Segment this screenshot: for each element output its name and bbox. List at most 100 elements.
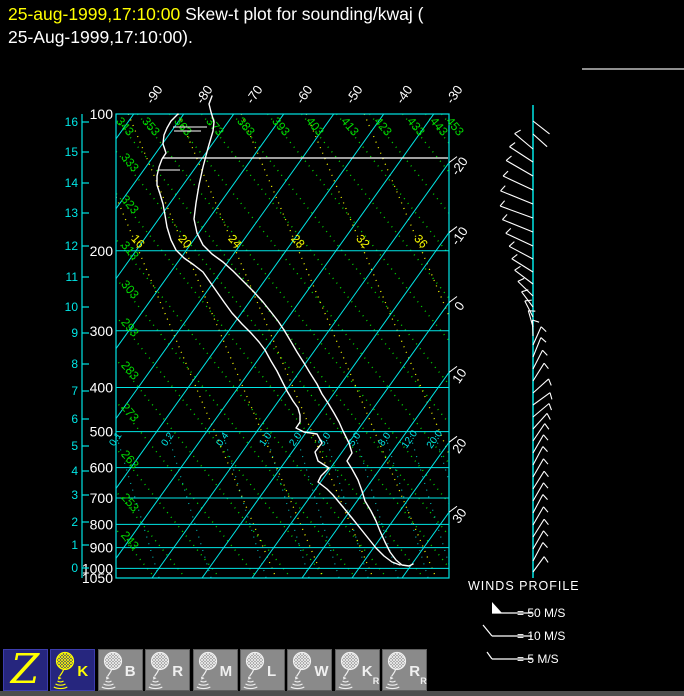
svg-text:-40: -40 bbox=[393, 82, 416, 106]
svg-text:4: 4 bbox=[71, 464, 78, 478]
svg-text:1000: 1000 bbox=[82, 560, 113, 576]
svg-text:400: 400 bbox=[90, 380, 114, 396]
svg-text:20: 20 bbox=[449, 436, 470, 456]
balloon-icon bbox=[290, 651, 312, 690]
legend-barb-10ms bbox=[482, 624, 493, 637]
svg-text:300: 300 bbox=[90, 323, 114, 339]
svg-text:3: 3 bbox=[71, 488, 78, 502]
svg-text:283: 283 bbox=[118, 358, 142, 383]
dry-adiabat-lines bbox=[116, 114, 449, 578]
isobar-lines bbox=[116, 250, 449, 569]
svg-text:0.2: 0.2 bbox=[159, 430, 176, 448]
svg-text:20: 20 bbox=[175, 232, 195, 252]
svg-text:2: 2 bbox=[71, 515, 78, 529]
toolbar-button-sublabel: R bbox=[420, 676, 427, 686]
svg-text:5.0: 5.0 bbox=[346, 430, 363, 448]
toolbar-button-label: W bbox=[314, 663, 329, 680]
balloon-icon bbox=[338, 651, 359, 690]
svg-text:10: 10 bbox=[65, 300, 79, 314]
svg-text:293: 293 bbox=[118, 315, 142, 340]
toolbar-button-label: K bbox=[361, 663, 373, 680]
title-line1: 25-aug-1999,17:10:00 Skew-t plot for sou… bbox=[8, 3, 423, 26]
title-timestamp: 25-aug-1999,17:10:00 bbox=[8, 4, 181, 24]
balloon-icon bbox=[196, 651, 217, 690]
toolbar-button-m[interactable]: M bbox=[192, 649, 238, 691]
svg-text:-20: -20 bbox=[448, 154, 471, 178]
legend-flag-50ms bbox=[492, 602, 502, 613]
svg-text:0: 0 bbox=[451, 299, 467, 314]
toolbar-button-label: K bbox=[77, 663, 89, 680]
toolbar-button-w[interactable]: W bbox=[287, 649, 333, 691]
svg-text:393: 393 bbox=[269, 114, 293, 139]
svg-text:12: 12 bbox=[65, 239, 79, 253]
toolbar-bottom-strip bbox=[0, 691, 684, 696]
toolbar-button-z[interactable]: Z bbox=[3, 645, 48, 693]
svg-text:423: 423 bbox=[371, 114, 395, 139]
svg-text:500: 500 bbox=[90, 424, 114, 440]
svg-text:323: 323 bbox=[118, 192, 142, 217]
svg-text:100: 100 bbox=[90, 106, 114, 122]
toolbar-button-label: R bbox=[409, 663, 421, 680]
balloon-icon bbox=[148, 651, 170, 690]
svg-text:-70: -70 bbox=[243, 82, 266, 106]
svg-text:32: 32 bbox=[353, 232, 373, 252]
svg-text:28: 28 bbox=[288, 232, 308, 252]
svg-text:8.0: 8.0 bbox=[376, 430, 393, 448]
svg-text:1.0: 1.0 bbox=[257, 430, 274, 448]
svg-text:13: 13 bbox=[65, 206, 79, 220]
svg-text:5: 5 bbox=[71, 439, 78, 453]
svg-text:0: 0 bbox=[71, 561, 78, 575]
svg-text:333: 333 bbox=[118, 150, 142, 175]
svg-text:343: 343 bbox=[113, 114, 137, 139]
svg-text:800: 800 bbox=[90, 516, 114, 532]
svg-text:1: 1 bbox=[71, 538, 78, 552]
svg-text:-30: -30 bbox=[443, 82, 466, 106]
svg-text:11: 11 bbox=[66, 270, 79, 284]
svg-text:413: 413 bbox=[338, 114, 362, 139]
svg-text:0.4: 0.4 bbox=[214, 430, 231, 448]
toolbar-button-label: R bbox=[172, 663, 184, 680]
moist-adiabat-lines bbox=[116, 114, 449, 578]
isotherm-right-labels: -20 -10 0 10 20 30 bbox=[448, 154, 471, 526]
svg-text:273: 273 bbox=[118, 400, 142, 425]
svg-text:383: 383 bbox=[234, 114, 258, 139]
svg-text:-90: -90 bbox=[143, 82, 166, 106]
svg-text:36: 36 bbox=[411, 232, 431, 252]
winds-profile-title: WINDS PROFILE bbox=[468, 579, 580, 593]
wind-barbs bbox=[499, 120, 553, 573]
toolbar-button-l[interactable]: L bbox=[240, 649, 285, 691]
svg-text:433: 433 bbox=[404, 114, 428, 139]
svg-text:900: 900 bbox=[90, 540, 114, 556]
svg-text:-10: -10 bbox=[448, 224, 471, 248]
svg-text:253: 253 bbox=[118, 490, 142, 515]
svg-text:16: 16 bbox=[65, 115, 79, 129]
toolbar-button-label: L bbox=[267, 663, 277, 680]
svg-text:6: 6 bbox=[71, 412, 78, 426]
title-text: Skew-t plot for sounding/kwaj ( bbox=[180, 4, 424, 24]
svg-text:453: 453 bbox=[443, 114, 467, 139]
svg-text:30: 30 bbox=[449, 505, 470, 525]
toolbar-button-k[interactable]: K bbox=[50, 649, 96, 691]
legend-label: = 50 M/S bbox=[517, 606, 565, 620]
dewpoint-trace bbox=[156, 113, 401, 566]
legend-barb-5ms bbox=[486, 651, 493, 660]
svg-text:-80: -80 bbox=[193, 82, 216, 106]
svg-text:-50: -50 bbox=[343, 82, 366, 106]
svg-text:303: 303 bbox=[118, 277, 142, 302]
svg-text:700: 700 bbox=[90, 490, 114, 506]
toolbar-button-r[interactable]: R bbox=[145, 649, 191, 691]
balloon-icon bbox=[385, 651, 407, 690]
svg-text:243: 243 bbox=[118, 528, 142, 553]
toolbar-button-b[interactable]: B bbox=[97, 649, 143, 691]
svg-text:200: 200 bbox=[90, 243, 114, 259]
winds-profile: WINDS PROFILE = 50 M/S = 10 M/S = 5 M/S bbox=[468, 105, 580, 666]
balloon-icon bbox=[101, 651, 122, 690]
svg-text:7: 7 bbox=[71, 384, 78, 398]
mixing-ratio-lines bbox=[116, 435, 449, 578]
